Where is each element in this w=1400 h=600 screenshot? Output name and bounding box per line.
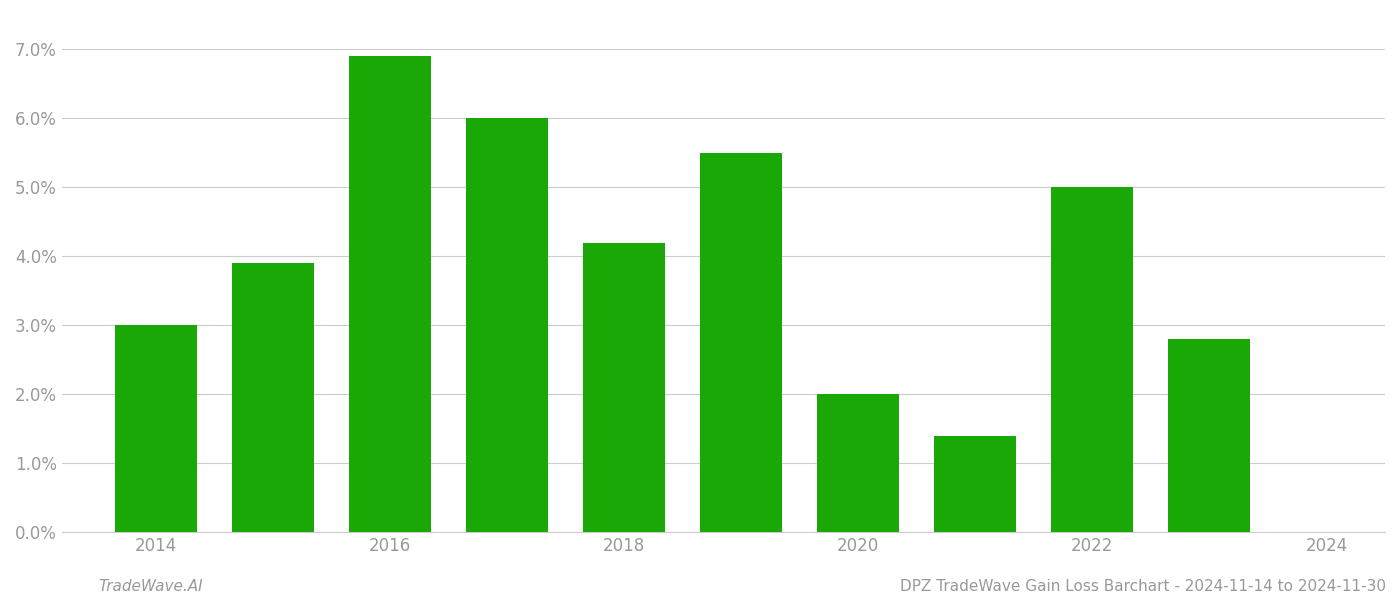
Text: DPZ TradeWave Gain Loss Barchart - 2024-11-14 to 2024-11-30: DPZ TradeWave Gain Loss Barchart - 2024-… xyxy=(900,579,1386,594)
Bar xyxy=(1169,339,1250,532)
Bar xyxy=(700,153,783,532)
Bar xyxy=(349,56,431,532)
Bar xyxy=(582,242,665,532)
Bar xyxy=(115,325,196,532)
Text: TradeWave.AI: TradeWave.AI xyxy=(98,579,203,594)
Bar xyxy=(466,118,547,532)
Bar xyxy=(1051,187,1133,532)
Bar xyxy=(231,263,314,532)
Bar xyxy=(934,436,1016,532)
Bar xyxy=(818,394,899,532)
